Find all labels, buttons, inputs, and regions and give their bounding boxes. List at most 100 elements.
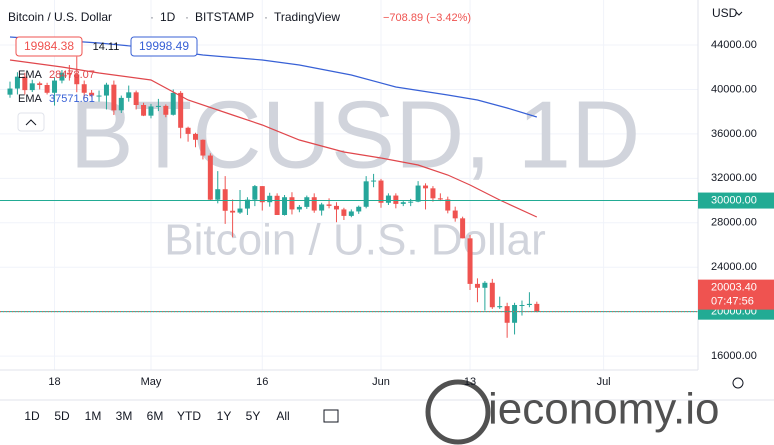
candle-body — [29, 83, 35, 91]
candle-body — [400, 202, 406, 204]
range-button[interactable]: 1D — [24, 409, 40, 423]
candle-body — [445, 199, 451, 211]
candle-body — [363, 181, 369, 207]
brand: ieconomy.io — [488, 385, 720, 434]
ema-name: EMA — [18, 69, 43, 81]
spread: 14.11 — [93, 41, 120, 53]
candle-body — [452, 210, 458, 219]
candle-body — [81, 84, 87, 93]
y-tick-label: 16000.00 — [711, 350, 757, 362]
candle-body — [37, 83, 43, 85]
source: TradingView — [274, 10, 340, 24]
range-button[interactable]: YTD — [177, 409, 201, 423]
candle-body — [252, 186, 258, 200]
candle-body — [111, 84, 117, 111]
candle-body — [22, 76, 28, 91]
interval: 1D — [160, 10, 176, 24]
candle-body — [519, 305, 525, 306]
exchange: BITSTAMP — [195, 10, 254, 24]
collapse-icon — [25, 119, 37, 126]
candle-body — [170, 92, 176, 115]
candle-body — [430, 188, 436, 199]
ask-box — [130, 36, 198, 57]
candle-body — [356, 206, 362, 212]
last-price-label: 20003.40 — [711, 282, 757, 294]
ema-value: 37571.61 — [49, 93, 95, 105]
countdown: 07:47:56 — [711, 296, 754, 308]
ema-value: 28478.07 — [49, 69, 95, 81]
candle-body — [311, 197, 317, 211]
candle-body — [371, 180, 377, 182]
toolbar: 1D 5D 1M 3M 6M YTD 1Y 5Y All — [24, 409, 289, 423]
change: −708.89 (−3.42%) — [383, 12, 471, 24]
watermark: BTCUSD, 1D — [70, 81, 641, 188]
candle-body — [393, 195, 399, 204]
candle-body — [7, 88, 13, 95]
x-tick-label: 13 — [464, 376, 476, 388]
candle-body — [59, 72, 65, 81]
range-button[interactable]: All — [276, 409, 289, 423]
collapse-button[interactable] — [17, 112, 45, 132]
range-button[interactable]: 3M — [116, 409, 133, 423]
currency-caret — [735, 11, 743, 16]
candle-body — [74, 74, 80, 85]
candle-body — [259, 186, 265, 203]
range-button[interactable]: 1Y — [217, 409, 232, 423]
candle-body — [526, 303, 532, 305]
candle-body — [385, 195, 391, 203]
bid-box — [15, 36, 83, 57]
watermark-subtitle: Bitcoin / U.S. Dollar — [164, 216, 545, 265]
candle-body — [504, 306, 510, 323]
range-button[interactable]: 1M — [85, 409, 102, 423]
candle-body — [423, 185, 429, 189]
candle-body — [118, 97, 124, 111]
candle-body — [319, 204, 325, 211]
candle-body — [133, 92, 139, 105]
candle-body — [296, 206, 302, 210]
candle-body — [126, 92, 132, 98]
y-tick-label: 32000.00 — [711, 172, 757, 184]
y-tick-label: 36000.00 — [711, 128, 757, 140]
candle-body — [282, 197, 288, 215]
candle-body — [489, 282, 495, 308]
x-tick-label: Jul — [597, 376, 611, 388]
candle-body — [222, 189, 228, 211]
range-button[interactable]: 5D — [54, 409, 70, 423]
candle-body — [141, 105, 147, 116]
y-tick-label: 40000.00 — [711, 83, 757, 95]
candle-body — [415, 185, 421, 202]
candle-body — [378, 180, 384, 203]
x-tick-label: 18 — [48, 376, 60, 388]
candle-body — [497, 306, 503, 308]
settings-icon[interactable] — [732, 377, 744, 389]
date-range-icon[interactable] — [323, 409, 339, 423]
currency[interactable]: USD — [712, 6, 738, 20]
candle-body — [274, 195, 280, 215]
y-tick-label: 44000.00 — [711, 39, 757, 51]
candle-body — [207, 155, 213, 200]
ema-name: EMA — [18, 93, 43, 105]
candle-body — [230, 210, 236, 213]
separator: · — [264, 10, 268, 24]
candle-body — [66, 72, 72, 75]
bid: 19984.38 — [24, 39, 74, 53]
candle-body — [14, 76, 20, 89]
candle-body — [460, 218, 466, 239]
candle-body — [163, 105, 169, 115]
candle-body — [178, 92, 184, 128]
candle-body — [482, 282, 488, 288]
price-label-box — [698, 192, 774, 209]
range-button[interactable]: 5Y — [246, 409, 261, 423]
symbol-title: Bitcoin / U.S. Dollar — [8, 10, 112, 24]
candle-body — [326, 204, 332, 206]
candle-body — [44, 85, 50, 93]
plot — [0, 36, 698, 338]
candle-body — [408, 201, 414, 203]
candle-body — [237, 208, 243, 213]
candle-body — [474, 283, 480, 288]
candle-body — [289, 197, 295, 210]
candle-body — [148, 106, 154, 116]
y-tick-label: 24000.00 — [711, 261, 757, 273]
range-button[interactable]: 6M — [147, 409, 164, 423]
ema-line — [9, 59, 538, 218]
